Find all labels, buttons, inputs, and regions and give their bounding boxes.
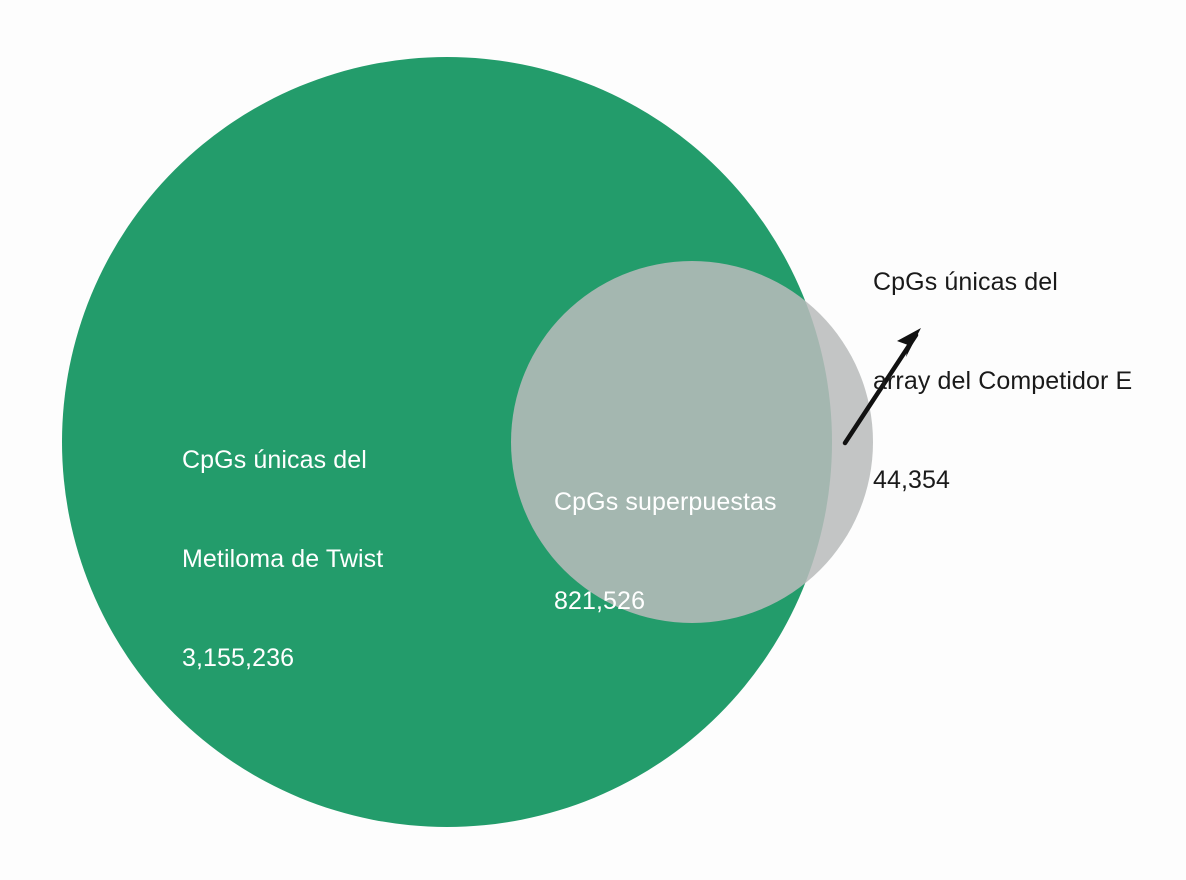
competitor-label-line-2: array del Competidor E [873,367,1133,395]
twist-label-line-1: CpGs únicas del [182,446,367,474]
leader-arrow [842,328,921,446]
competitor-e-array-circle [511,261,873,623]
twist-methylome-label: CpGs únicas del Metiloma de Twist 3,155,… [182,378,383,708]
competitor-label-value: 44,354 [873,466,951,494]
twist-label-line-2: Metiloma de Twist [182,545,384,573]
competitor-label-line-1: CpGs únicas del [873,268,1058,296]
overlap-label-value: 821,526 [554,587,646,615]
overlap-label-line-1: CpGs superpuestas [554,488,777,516]
twist-methylome-circle [62,57,832,827]
overlap-label: CpGs superpuestas 821,526 [554,420,777,651]
twist-label-value: 3,155,236 [182,644,295,672]
arrow-head [897,328,921,357]
competitor-e-label: CpGs únicas del array del Competidor E 4… [873,200,1132,530]
